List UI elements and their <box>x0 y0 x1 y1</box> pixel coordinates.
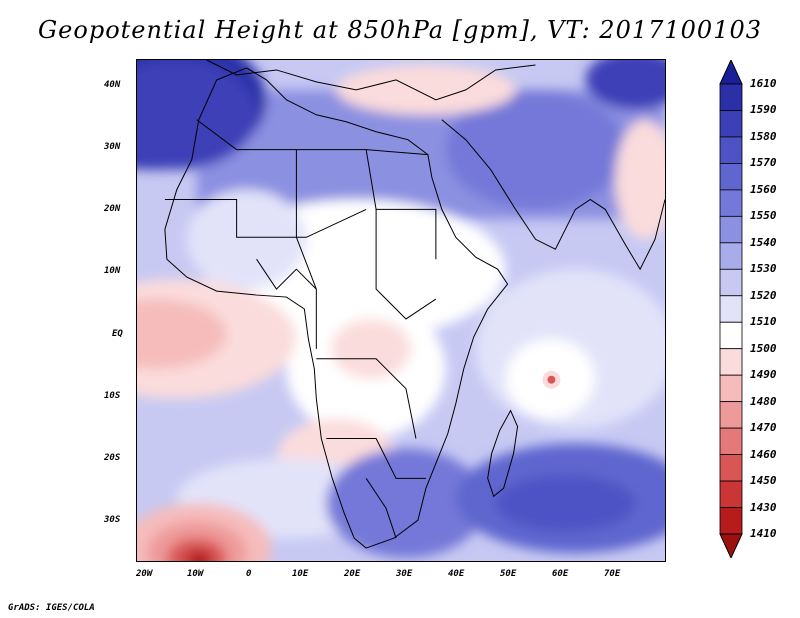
colorbar-label: 1460 <box>750 447 777 461</box>
madagascar-coast <box>487 409 519 498</box>
colorbar-swatch <box>719 374 743 403</box>
field-ne-corner <box>585 60 665 110</box>
colorbar-swatch <box>719 321 743 350</box>
lat-label-10s: 10S <box>104 391 121 401</box>
lat-label-30s: 30S <box>104 515 121 525</box>
lon-label-20e: 20E <box>344 569 361 579</box>
colorbar-label: 1570 <box>750 156 777 170</box>
border-1 <box>164 198 367 238</box>
lon-label-50e: 50E <box>500 569 517 579</box>
lon-label-30e: 30E <box>396 569 413 579</box>
border-8 <box>256 258 317 290</box>
colorbar-label: 1580 <box>750 129 777 143</box>
colorbar-label: 1480 <box>750 394 777 408</box>
colorbar-swatch <box>719 268 743 297</box>
colorbar-label: 1500 <box>750 341 777 355</box>
colorbar-swatch <box>719 507 743 535</box>
border-4 <box>375 209 437 320</box>
colorbar-graphic <box>719 60 743 558</box>
footer-credit: GrADS: IGES/COLA <box>8 603 95 613</box>
colorbar-swatch <box>719 83 743 111</box>
colorbar: 1610 1590 1580 1570 1560 1550 1540 1530 1520 1510… <box>718 60 798 560</box>
field-sa-low-core <box>166 538 227 561</box>
map-canvas <box>137 60 665 561</box>
colorbar-label: 1470 <box>750 421 777 435</box>
colorbar-label: 1540 <box>750 235 777 249</box>
lat-label-20n: 20N <box>104 204 121 214</box>
lon-label-20w: 20W <box>136 569 153 579</box>
colorbar-swatch <box>719 136 743 164</box>
border-9 <box>196 119 428 156</box>
field-sa-low-center <box>184 550 213 561</box>
lon-label-60e: 60E <box>552 569 569 579</box>
lat-label-10n: 10N <box>104 266 121 276</box>
border-6 <box>326 437 426 479</box>
colorbar-label: 1510 <box>750 315 777 329</box>
colorbar-label: 1520 <box>750 288 777 302</box>
lon-label-0: 0 <box>246 569 252 579</box>
colorbar-label: 1550 <box>750 209 777 223</box>
colorbar-swatch <box>719 454 743 482</box>
field-guinea-core <box>137 299 227 369</box>
colorbar-label: 1430 <box>750 500 777 514</box>
coastlines <box>164 60 665 549</box>
colorbar-swatch <box>719 401 743 429</box>
colorbar-label: 1530 <box>750 262 777 276</box>
border-3 <box>365 149 437 260</box>
colorbar-swatch <box>719 295 743 323</box>
colorbar-label: 1450 <box>750 474 777 488</box>
field-mauritius-core <box>547 375 556 384</box>
colorbar-swatch <box>719 242 743 270</box>
lat-label-30n: 30N <box>104 142 121 152</box>
field-arabia <box>445 89 626 210</box>
europe-coast <box>206 60 536 101</box>
colorbar-swatch <box>719 110 743 138</box>
lat-label-40n: 40N <box>104 80 121 90</box>
colorbar-arrow-top <box>719 60 743 85</box>
colorbar-swatch <box>719 480 743 508</box>
map-title: Geopotential Height at 850hPa [gpm], VT:… <box>38 16 762 44</box>
field-south-africa <box>326 448 486 559</box>
colorbar-swatch <box>719 348 743 376</box>
map-panel <box>136 59 666 562</box>
colorbar-swatch <box>719 215 743 244</box>
field-mascarene-core <box>495 475 636 532</box>
colorbar-swatch <box>719 163 743 191</box>
colorbar-label: 1610 <box>750 77 777 90</box>
field-med-pink <box>336 64 516 115</box>
colorbar-swatch <box>719 189 743 217</box>
colorbar-swatch <box>719 427 743 455</box>
lat-label-eq: EQ <box>112 329 123 339</box>
field-india-pink <box>615 119 665 240</box>
border-7 <box>365 478 397 539</box>
colorbar-label: 1410 <box>750 527 777 540</box>
border-2 <box>295 149 317 349</box>
arabia-coast <box>441 119 665 271</box>
lon-label-10w: 10W <box>187 569 204 579</box>
lon-label-10e: 10E <box>292 569 309 579</box>
lon-label-70e: 70E <box>604 569 621 579</box>
border-5 <box>316 358 417 439</box>
field-congo-pink <box>331 318 411 379</box>
colorbar-label: 1560 <box>750 182 777 196</box>
colorbar-label: 1490 <box>750 368 777 382</box>
colorbar-arrow-bottom <box>719 533 743 558</box>
lon-label-40e: 40E <box>448 569 465 579</box>
colorbar-label: 1590 <box>750 103 777 117</box>
field-west-sahel <box>186 189 307 290</box>
lat-label-20s: 20S <box>104 453 121 463</box>
